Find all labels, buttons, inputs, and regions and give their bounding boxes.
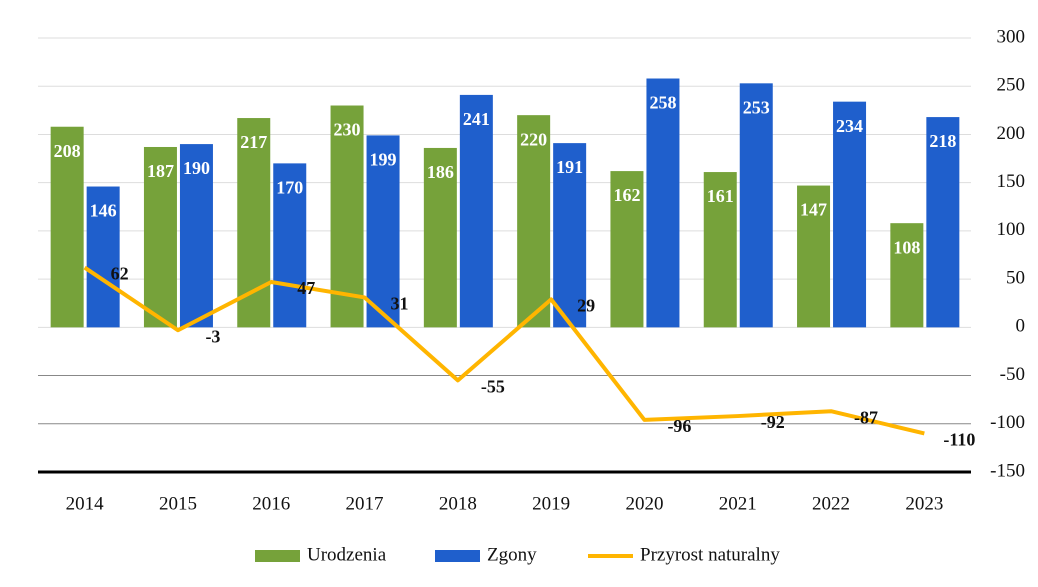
line-value-label: 62 <box>111 264 129 284</box>
line-value-label: -55 <box>481 377 505 397</box>
x-tick-label: 2016 <box>252 493 290 514</box>
bar <box>797 185 831 328</box>
bar-value-label: 220 <box>520 129 547 149</box>
bar-value-label: 230 <box>334 120 361 140</box>
line-value-label: -87 <box>854 407 878 427</box>
legend-swatch <box>435 550 480 562</box>
bar-value-label: 217 <box>240 132 267 152</box>
x-tick-label: 2015 <box>159 493 197 514</box>
x-tick-label: 2014 <box>66 493 105 514</box>
bar <box>833 101 867 328</box>
bar-value-label: 161 <box>707 186 734 206</box>
bar-value-label: 234 <box>836 116 863 136</box>
bar <box>739 83 773 328</box>
x-tick-label: 2020 <box>625 493 663 514</box>
y-tick-label: 50 <box>1006 267 1025 288</box>
line <box>83 265 925 436</box>
bar <box>646 78 680 328</box>
y-tick-label: 300 <box>997 26 1026 47</box>
y-tick-label: -100 <box>990 412 1025 433</box>
bar <box>50 126 84 328</box>
bar-value-label: 253 <box>743 97 770 117</box>
y-tick-label: -150 <box>990 460 1025 481</box>
x-tick-label: 2019 <box>532 493 570 514</box>
bar-value-label: 258 <box>649 93 676 113</box>
bar <box>553 143 587 328</box>
bar-value-label: 146 <box>90 201 117 221</box>
legend-label: Urodzenia <box>307 544 387 565</box>
line-value-label: -96 <box>667 416 691 436</box>
line-value-label: -92 <box>761 412 785 432</box>
x-tick-label: 2022 <box>812 493 850 514</box>
bar-value-label: 170 <box>276 178 303 198</box>
y-tick-label: 150 <box>997 171 1026 192</box>
line-value-label: 47 <box>297 278 315 298</box>
bar-value-label: 241 <box>463 109 490 129</box>
bar <box>273 163 307 328</box>
x-tick-label: 2017 <box>346 493 384 514</box>
bar <box>366 135 400 328</box>
legend-label: Przyrost naturalny <box>640 544 780 565</box>
bar <box>423 147 457 328</box>
bar <box>890 223 924 328</box>
bar-value-label: 218 <box>929 131 956 151</box>
bar <box>143 146 177 328</box>
legend-label: Zgony <box>487 544 537 565</box>
line-value-label: 31 <box>391 294 409 314</box>
x-tick-label: 2023 <box>905 493 943 514</box>
bar-value-label: 199 <box>370 150 397 170</box>
bar <box>459 94 493 328</box>
y-tick-label: -50 <box>1000 364 1025 385</box>
bar-value-label: 191 <box>556 157 583 177</box>
bar-value-label: 186 <box>427 162 454 182</box>
x-tick-label: 2021 <box>719 493 757 514</box>
line-value-label: -110 <box>943 430 975 450</box>
bar <box>610 171 644 328</box>
legend-swatch <box>255 550 300 562</box>
bar-value-label: 190 <box>183 158 210 178</box>
bar <box>330 105 364 328</box>
bar-value-label: 147 <box>800 200 827 220</box>
y-tick-label: 250 <box>997 75 1026 96</box>
bar-value-label: 162 <box>613 185 640 205</box>
bar <box>703 172 737 328</box>
x-tick-label: 2018 <box>439 493 477 514</box>
bar <box>517 115 551 328</box>
bar-value-label: 187 <box>147 161 174 181</box>
line-value-label: 29 <box>577 295 595 315</box>
bar <box>926 117 960 328</box>
y-tick-label: 100 <box>997 219 1026 240</box>
bar-value-label: 108 <box>893 237 920 257</box>
y-tick-label: 0 <box>1016 316 1026 337</box>
y-tick-label: 200 <box>997 123 1026 144</box>
bar <box>179 144 213 328</box>
bar-value-label: 208 <box>54 141 81 161</box>
bar <box>86 186 120 328</box>
line-value-label: -3 <box>205 326 220 346</box>
